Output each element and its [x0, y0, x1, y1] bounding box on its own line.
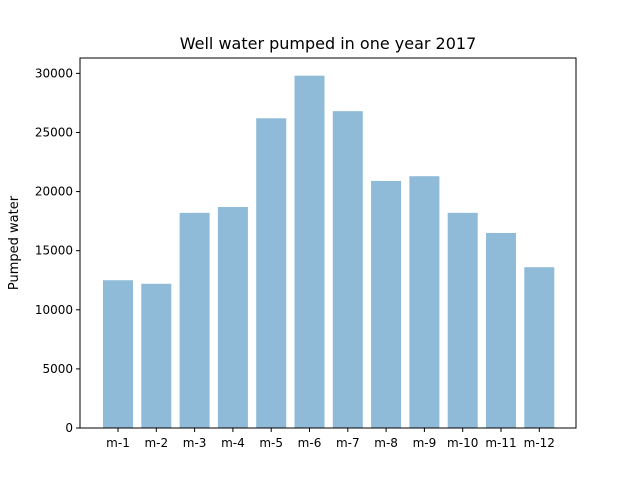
- bar-m-6: [294, 75, 325, 428]
- bar-m-4: [217, 206, 248, 428]
- chart-title: Well water pumped in one year 2017: [180, 34, 477, 53]
- bar-m-12: [524, 267, 555, 428]
- x-tick-label: m-4: [221, 436, 245, 450]
- x-tick-label: m-6: [298, 436, 322, 450]
- x-tick-label: m-7: [336, 436, 360, 450]
- x-axis-ticks: m-1 m-2 m-3 m-4 m-5 m-6 m-7 m-8 m-9 m-10 m-11 m-12: [106, 428, 555, 450]
- x-tick-label: m-9: [413, 436, 437, 450]
- x-tick-label: m-12: [524, 436, 555, 450]
- x-tick-label: m-11: [485, 436, 516, 450]
- x-tick-label: m-1: [106, 436, 130, 450]
- y-axis-ticks: 0 5000 10000 15000 20000 25000 30000: [35, 66, 80, 435]
- bar-m-8: [371, 180, 402, 428]
- bar-m-1: [103, 280, 133, 428]
- x-tick-label: m-2: [144, 436, 168, 450]
- y-tick-label: 15000: [35, 244, 73, 258]
- bar-m-9: [409, 176, 440, 428]
- y-tick-label: 5000: [42, 362, 73, 376]
- y-tick-label: 10000: [35, 303, 73, 317]
- y-tick-label: 20000: [35, 185, 73, 199]
- y-tick-label: 25000: [35, 125, 73, 139]
- y-tick-label: 30000: [35, 66, 73, 80]
- x-tick-label: m-10: [447, 436, 478, 450]
- bars-group: [103, 75, 555, 428]
- bar-m-10: [447, 212, 478, 428]
- x-tick-label: m-3: [183, 436, 207, 450]
- bar-m-2: [141, 283, 172, 428]
- y-axis-label: Pumped water: [7, 195, 22, 290]
- bar-m-7: [332, 111, 363, 428]
- x-tick-label: m-5: [259, 436, 283, 450]
- bar-m-11: [486, 232, 516, 428]
- plot-frame: [79, 57, 577, 429]
- bar-m-3: [179, 212, 210, 428]
- y-tick-label: 0: [65, 421, 73, 435]
- bar-m-5: [256, 118, 287, 428]
- x-tick-label: m-8: [374, 436, 398, 450]
